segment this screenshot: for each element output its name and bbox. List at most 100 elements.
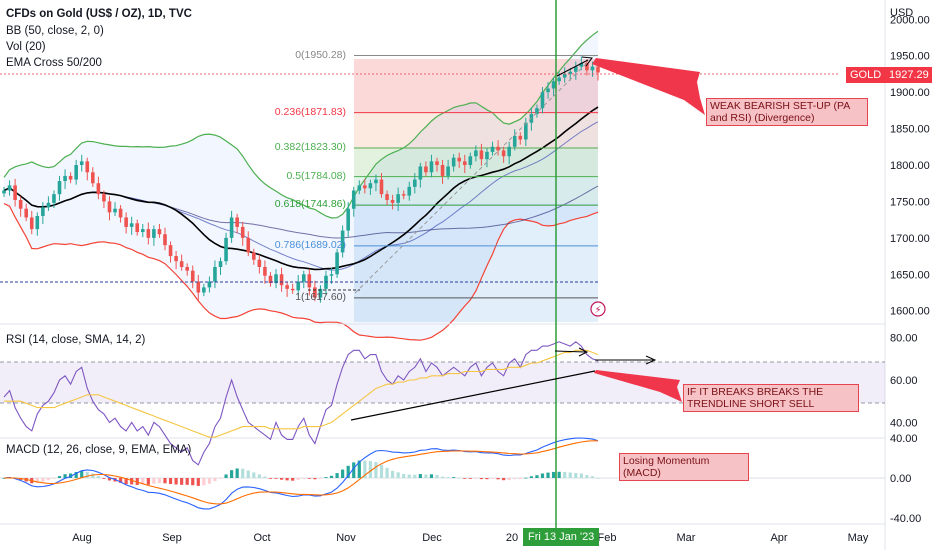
candle <box>329 274 334 276</box>
candle <box>596 66 600 73</box>
candle <box>296 281 301 291</box>
weak-bearish-note: WEAK BEARISH SET-UP (PA and RSI) (Diverg… <box>706 98 868 126</box>
macd-histogram-bar <box>407 474 411 478</box>
macd-histogram-bar <box>385 467 389 478</box>
candle <box>407 186 412 196</box>
candle <box>496 146 500 151</box>
macd-histogram-bar <box>474 478 478 479</box>
candle <box>129 223 134 227</box>
rsi-ma-line <box>4 349 599 438</box>
candle <box>41 207 45 216</box>
candle <box>213 267 217 282</box>
candle <box>290 288 295 291</box>
fib-level-label: 1(1617.60) <box>295 290 346 303</box>
rsi-line <box>3 341 599 466</box>
candle <box>313 287 317 298</box>
candle <box>113 208 117 213</box>
macd-histogram-bar <box>502 478 506 481</box>
macd-histogram-bar <box>69 473 73 478</box>
macd-histogram-bar <box>2 478 6 479</box>
macd-histogram-bar <box>130 478 134 485</box>
bb-legend[interactable]: BB (50, close, 2, 0) <box>6 25 104 37</box>
candle <box>418 166 423 180</box>
candle <box>85 161 90 173</box>
macd-histogram-bar <box>574 472 578 478</box>
macd-histogram-bar <box>157 478 162 484</box>
macd-histogram-bar <box>257 474 261 478</box>
macd-histogram-bar <box>524 477 528 479</box>
candle <box>518 135 523 140</box>
candle <box>152 229 156 238</box>
macd-histogram-bar <box>96 475 100 478</box>
macd-histogram-bar <box>485 478 489 480</box>
candle <box>91 172 95 184</box>
macd-histogram-bar <box>296 478 300 480</box>
last-price-badge: 1927.29 <box>885 67 932 83</box>
candle <box>163 234 167 246</box>
candle <box>546 88 550 93</box>
flash-icon[interactable] <box>590 301 606 317</box>
candle <box>351 190 356 209</box>
candle <box>435 161 439 165</box>
macd-signal-line <box>3 440 598 505</box>
ema-cross-legend[interactable]: EMA Cross 50/200 <box>6 57 102 69</box>
macd-histogram-bar <box>241 468 245 478</box>
price-divergence-line <box>556 59 589 77</box>
macd-histogram-bar <box>274 478 278 479</box>
candle <box>168 245 173 257</box>
macd-histogram-bar <box>52 478 56 479</box>
macd-histogram-bar <box>224 474 228 478</box>
candle <box>540 92 545 109</box>
rsi-tick-label: 80.00 <box>890 333 918 345</box>
candle <box>446 166 450 176</box>
macd-histogram-bar <box>135 478 139 485</box>
macd-histogram-bar <box>313 478 317 480</box>
macd-histogram-bar <box>324 477 328 478</box>
macd-histogram-bar <box>535 475 539 478</box>
vol-legend[interactable]: Vol (20) <box>6 41 46 53</box>
macd-histogram-bar <box>152 478 156 484</box>
candle <box>524 122 528 140</box>
candle <box>346 208 350 231</box>
candle <box>140 229 145 233</box>
crosshair-date-badge: Fri 13 Jan '23 <box>523 528 600 546</box>
candle <box>562 73 567 78</box>
macd-legend[interactable]: MACD (12, 26, close, 9, EMA, EMA) <box>6 444 192 456</box>
candle <box>512 135 517 147</box>
macd-histogram-bar <box>590 476 595 478</box>
candle <box>374 179 378 184</box>
macd-histogram-bar <box>513 478 517 480</box>
candle <box>301 274 306 282</box>
candle <box>24 208 29 218</box>
x-tick-label: Dec <box>422 532 442 544</box>
rsi-tick-label: 40.00 <box>890 417 918 429</box>
candle <box>501 150 506 157</box>
y-tick-label: 1750.00 <box>890 196 930 208</box>
candle <box>413 179 417 187</box>
candle <box>185 267 189 271</box>
macd-tick-label: -40.00 <box>890 513 921 525</box>
macd-histogram-bar <box>218 478 223 479</box>
candle <box>207 281 212 288</box>
macd-histogram-bar <box>74 471 78 478</box>
macd-histogram-bar <box>318 478 323 479</box>
y-tick-label: 2000.00 <box>890 14 930 26</box>
candle <box>179 261 184 267</box>
fib-level-label: 0.382(1823.30) <box>274 141 346 154</box>
macd-histogram-bar <box>252 472 256 478</box>
candle <box>396 194 400 203</box>
candle <box>474 150 478 157</box>
macd-histogram-bar <box>596 477 600 479</box>
x-tick-label: Feb <box>598 532 617 544</box>
macd-histogram-bar <box>335 473 339 478</box>
weak-bearish-arrow <box>592 58 705 115</box>
macd-histogram-bar <box>368 461 372 478</box>
candle <box>385 194 389 200</box>
candle <box>74 165 78 180</box>
macd-tick-label: 40.00 <box>890 433 918 445</box>
candle <box>46 202 51 208</box>
macd-histogram-bar <box>118 478 123 483</box>
macd-histogram-bar <box>507 478 511 481</box>
rsi-legend[interactable]: RSI (14, close, SMA, 14, 2) <box>6 334 146 346</box>
